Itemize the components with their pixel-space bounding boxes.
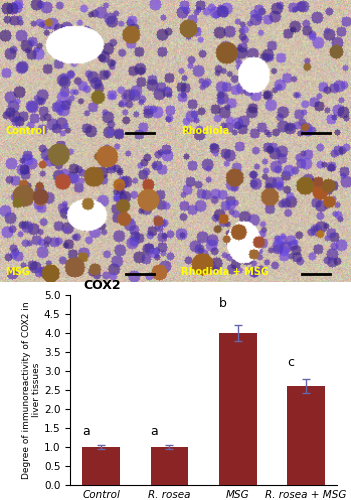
Bar bbox=[219, 333, 257, 485]
Text: Rhodiola: Rhodiola bbox=[181, 126, 229, 136]
Bar bbox=[82, 447, 120, 485]
Text: Control: Control bbox=[5, 126, 46, 136]
Text: a: a bbox=[151, 426, 158, 438]
Bar bbox=[151, 447, 188, 485]
Bar bbox=[287, 386, 325, 485]
Text: a: a bbox=[82, 426, 90, 438]
Text: c: c bbox=[287, 356, 294, 368]
Text: Rhodiola + MSG: Rhodiola + MSG bbox=[181, 267, 269, 277]
Text: COX2: COX2 bbox=[84, 280, 121, 292]
Y-axis label: Degree of immunoreactivity of COX2 in
liver tissues: Degree of immunoreactivity of COX2 in li… bbox=[22, 301, 41, 479]
Text: b: b bbox=[219, 297, 227, 310]
Text: MSG: MSG bbox=[5, 267, 30, 277]
